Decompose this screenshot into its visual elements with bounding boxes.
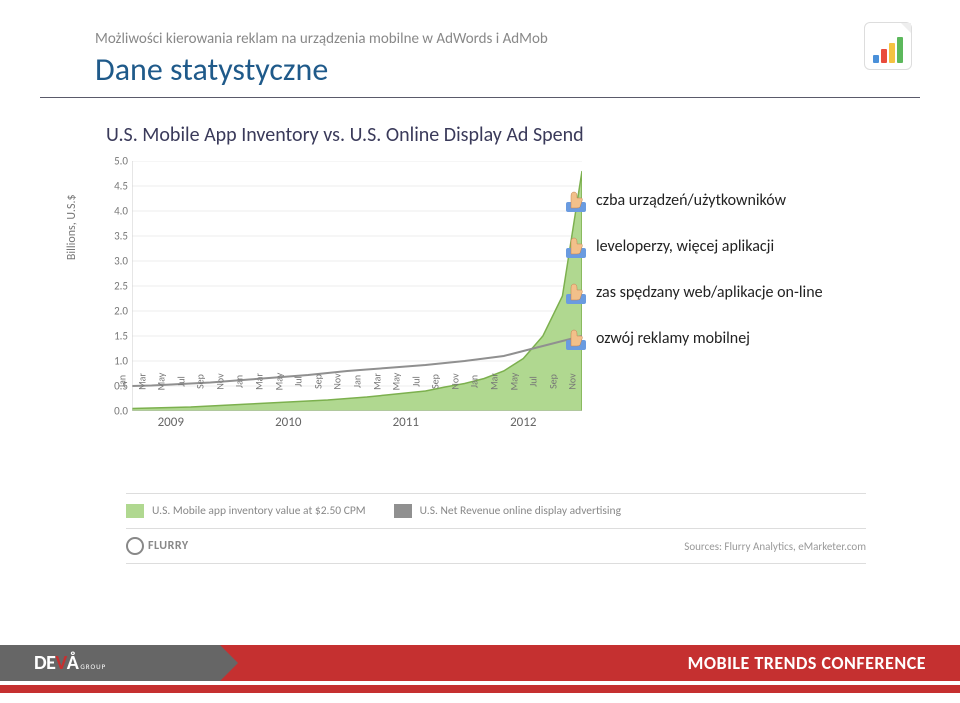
- x-tick: Jan: [115, 372, 128, 392]
- icon-bar: [873, 55, 879, 63]
- y-tick: 1.0: [114, 355, 128, 368]
- x-tick: Jan: [233, 372, 246, 392]
- footer-bar: DEVÅ GROUP MOBILE TRENDS CONFERENCE: [0, 645, 960, 681]
- x-tick: Sep: [546, 372, 559, 392]
- x-tick: Sep: [311, 372, 324, 392]
- icon-bar: [889, 43, 895, 63]
- legend-item: U.S. Net Revenue online display advertis…: [394, 504, 621, 518]
- slide-header: Możliwości kierowania reklam na urządzen…: [40, 0, 920, 98]
- year-label: 2012: [465, 415, 583, 430]
- x-tick: Jul: [291, 372, 304, 392]
- thumbs-up-icon: [564, 280, 588, 304]
- x-tick: Mar: [135, 372, 148, 392]
- x-tick: Sep: [429, 372, 442, 392]
- x-tick: May: [507, 372, 520, 392]
- bullet-item: leveloperzy, więcej aplikacji: [564, 234, 864, 258]
- flurry-text: FLURRY: [148, 539, 189, 553]
- x-tick: Nov: [331, 372, 344, 392]
- bullet-list: czba urządzeń/użytkowników leveloperzy, w…: [564, 188, 864, 372]
- x-tick: Sep: [194, 372, 207, 392]
- x-tick: Jan: [468, 372, 481, 392]
- y-tick: 2.0: [114, 305, 128, 318]
- y-tick: 3.0: [114, 255, 128, 268]
- deva-logo: DEVÅ GROUP: [34, 651, 106, 675]
- legend-swatch: [126, 504, 144, 518]
- x-tick: May: [272, 372, 285, 392]
- x-tick: Jul: [174, 372, 187, 392]
- x-tick: May: [389, 372, 402, 392]
- bullet-text: zas spędzany web/aplikacje on-line: [596, 283, 823, 302]
- x-tick: Nov: [213, 372, 226, 392]
- year-label: 2009: [112, 415, 230, 430]
- year-label: 2010: [230, 415, 348, 430]
- bullet-text: leveloperzy, więcej aplikacji: [596, 237, 774, 256]
- chart-legend: U.S. Mobile app inventory value at $2.50…: [126, 493, 866, 529]
- y-tick: 2.5: [114, 280, 128, 293]
- x-tick: Jul: [409, 372, 422, 392]
- x-tick: Jan: [350, 372, 363, 392]
- footer-accent: [0, 685, 960, 693]
- y-tick: 1.5: [114, 330, 128, 343]
- y-axis-label: Billions, U.S.$: [65, 194, 79, 260]
- legend-item: U.S. Mobile app inventory value at $2.50…: [126, 504, 366, 518]
- x-tick: Mar: [252, 372, 265, 392]
- x-tick: May: [154, 372, 167, 392]
- x-tick: Nov: [448, 372, 461, 392]
- thumbs-up-icon: [564, 234, 588, 258]
- bullet-text: czba urządzeń/użytkowników: [596, 191, 786, 210]
- flurry-logo: FLURRY: [126, 537, 189, 555]
- x-ticks: JanMarMayJulSepNovJanMarMayJulSepNovJanM…: [112, 375, 582, 388]
- legend-label: U.S. Mobile app inventory value at $2.50…: [152, 504, 366, 518]
- bullet-item: zas spędzany web/aplikacje on-line: [564, 280, 864, 304]
- report-icon: [864, 22, 912, 70]
- legend-swatch: [394, 504, 412, 518]
- x-tick: Jul: [526, 372, 539, 392]
- x-tick: Mar: [487, 372, 500, 392]
- chart-title: U.S. Mobile App Inventory vs. U.S. Onlin…: [106, 123, 892, 147]
- bullet-item: czba urządzeń/użytkowników: [564, 188, 864, 212]
- y-tick: 5.0: [114, 155, 128, 168]
- chart-container: U.S. Mobile App Inventory vs. U.S. Onlin…: [72, 123, 892, 564]
- x-tick: Nov: [566, 372, 579, 392]
- y-tick: 4.5: [114, 180, 128, 193]
- footer-right: MOBILE TRENDS CONFERENCE: [220, 645, 960, 681]
- x-tick: Mar: [370, 372, 383, 392]
- icon-bar: [897, 37, 903, 63]
- year-label: 2011: [347, 415, 465, 430]
- conference-name: MOBILE TRENDS CONFERENCE: [688, 652, 926, 674]
- year-labels: 2009201020112012: [112, 415, 582, 430]
- y-tick: 4.0: [114, 205, 128, 218]
- y-tick: 3.5: [114, 230, 128, 243]
- legend-label: U.S. Net Revenue online display advertis…: [420, 504, 621, 518]
- source-text: Sources: Flurry Analytics, eMarketer.com: [684, 540, 866, 553]
- thumbs-up-icon: [564, 326, 588, 350]
- bullet-item: ozwój reklamy mobilnej: [564, 326, 864, 350]
- icon-bar: [881, 49, 887, 63]
- chart-source-footer: FLURRY Sources: Flurry Analytics, eMarke…: [126, 529, 866, 564]
- breadcrumb: Możliwości kierowania reklam na urządzen…: [95, 30, 880, 48]
- footer-left: DEVÅ GROUP: [0, 645, 220, 681]
- slide-title: Dane statystyczne: [95, 50, 880, 89]
- bullet-text: ozwój reklamy mobilnej: [596, 329, 750, 348]
- thumbs-up-icon: [564, 188, 588, 212]
